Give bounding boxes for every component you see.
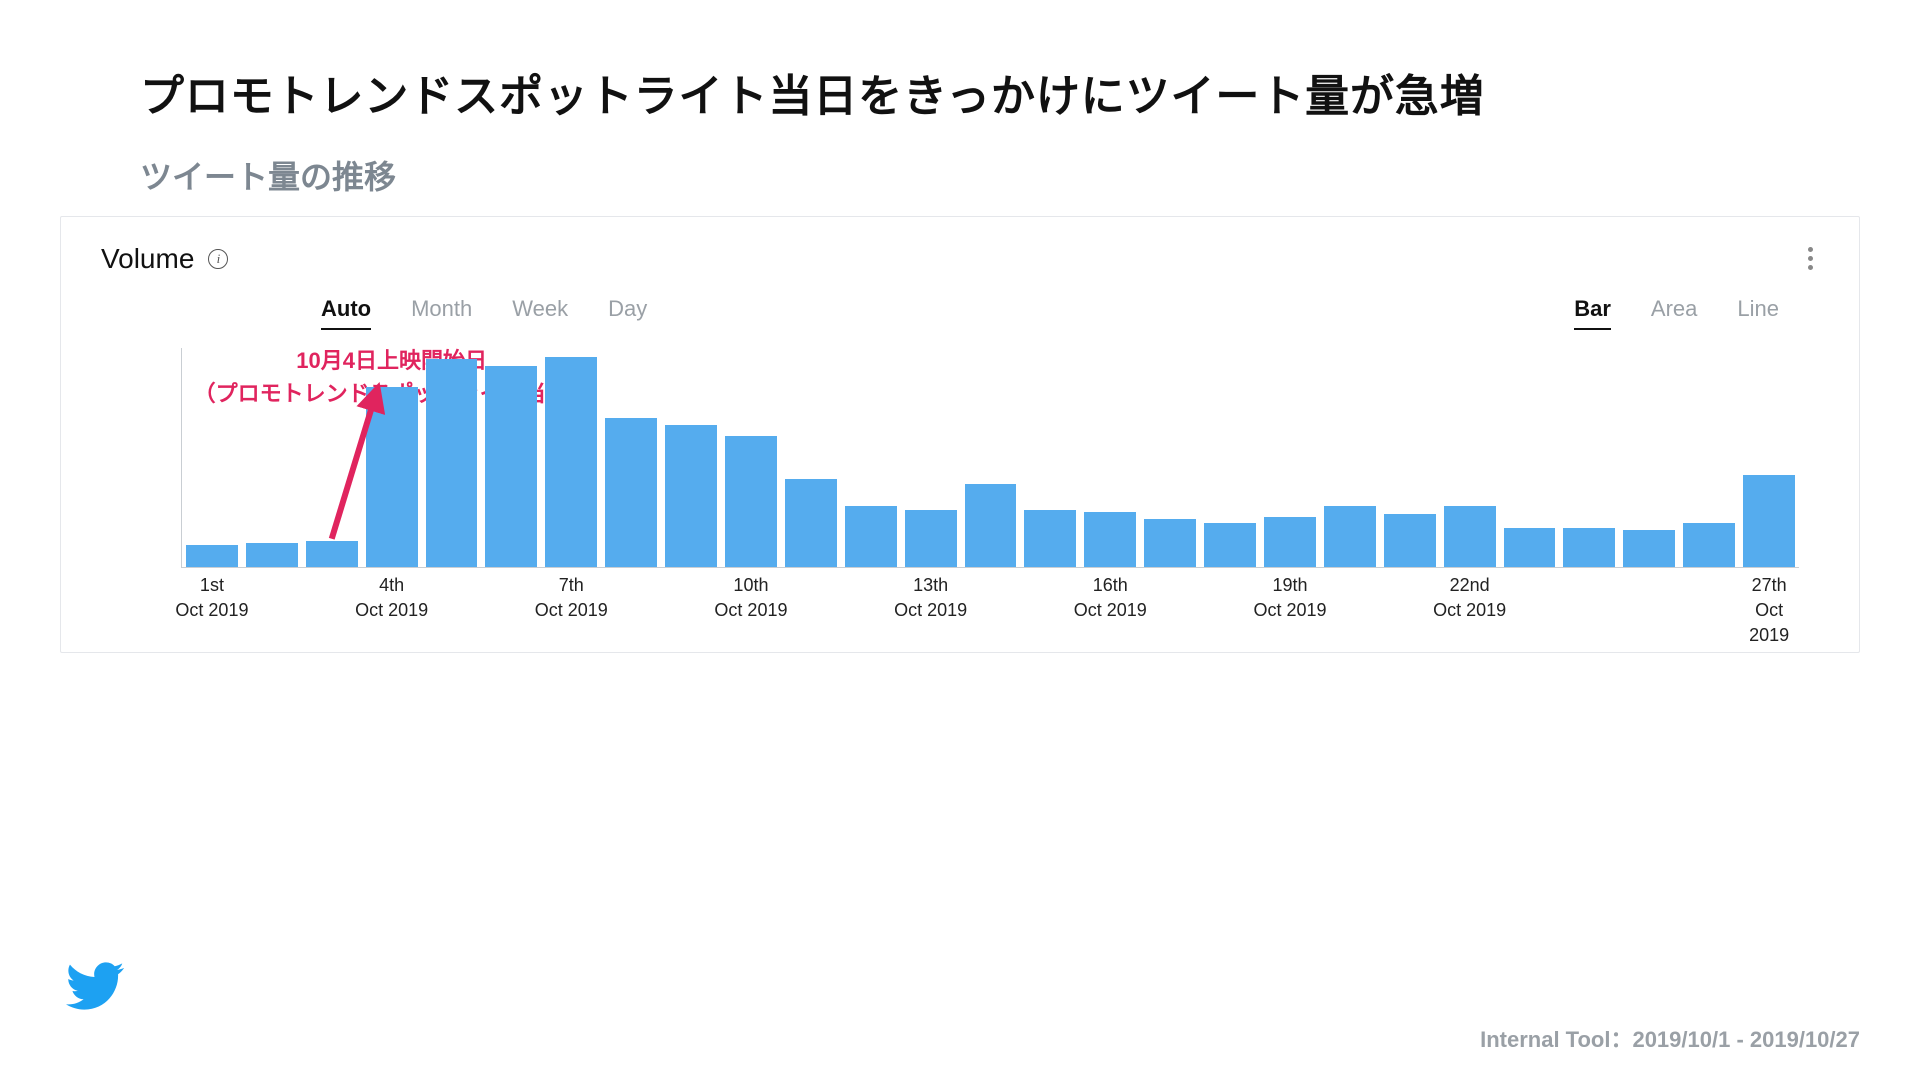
xtick-19th: 19thOct 2019 (1253, 573, 1326, 623)
xtick-1st: 1stOct 2019 (175, 573, 248, 623)
bar-5 (426, 359, 478, 567)
bar-15 (1024, 510, 1076, 567)
bar-chart (181, 348, 1799, 568)
bar-23 (1504, 528, 1556, 567)
slide-title: プロモトレンドスポットライト当日をきっかけにツイート量が急増 (140, 60, 1860, 124)
xtick-13th: 13thOct 2019 (894, 573, 967, 623)
footer-text: Internal Tool：2019/10/1 - 2019/10/27 (1480, 1022, 1860, 1054)
xtick-4th: 4thOct 2019 (355, 573, 428, 623)
bar-3 (306, 541, 358, 567)
bar-6 (485, 366, 537, 567)
bar-27 (1743, 475, 1795, 567)
time-tab-month[interactable]: Month (411, 296, 472, 330)
xtick-7th: 7thOct 2019 (535, 573, 608, 623)
xtick-27th: 27thOct 2019 (1749, 573, 1789, 649)
chart-panel: Volume i Auto Month Week Day Bar Area Line 10… (60, 216, 1860, 653)
type-tab-line[interactable]: Line (1737, 296, 1779, 330)
type-tab-bar[interactable]: Bar (1574, 296, 1611, 330)
bar-9 (665, 425, 717, 567)
bar-10 (725, 436, 777, 567)
time-tab-group: Auto Month Week Day (321, 296, 647, 330)
info-icon[interactable]: i (208, 249, 228, 269)
bar-12 (845, 506, 897, 567)
bar-25 (1623, 530, 1675, 567)
time-tab-day[interactable]: Day (608, 296, 647, 330)
type-tab-area[interactable]: Area (1651, 296, 1697, 330)
chart-wrap: 1stOct 2019 4thOct 2019 7thOct 2019 10thOct… (101, 348, 1819, 628)
bar-4 (366, 387, 418, 567)
bar-7 (545, 357, 597, 567)
bar-13 (905, 510, 957, 567)
xtick-10th: 10thOct 2019 (714, 573, 787, 623)
bar-17 (1144, 519, 1196, 567)
bar-19 (1264, 517, 1316, 567)
type-tab-group: Bar Area Line (1574, 296, 1779, 330)
bar-24 (1563, 528, 1615, 567)
bar-21 (1384, 514, 1436, 567)
slide-subtitle: ツイート量の推移 (140, 152, 1860, 198)
bar-11 (785, 479, 837, 567)
time-tab-auto[interactable]: Auto (321, 296, 371, 330)
bar-2 (246, 543, 298, 567)
time-tab-week[interactable]: Week (512, 296, 568, 330)
xtick-22nd: 22ndOct 2019 (1433, 573, 1506, 623)
more-icon[interactable] (1802, 241, 1819, 276)
bar-18 (1204, 523, 1256, 567)
bar-1 (186, 545, 238, 567)
bar-26 (1683, 523, 1735, 567)
panel-title: Volume (101, 243, 194, 275)
twitter-logo-icon (60, 957, 130, 1020)
x-axis: 1stOct 20194thOct 20197thOct 201910thOct… (181, 573, 1799, 628)
bar-20 (1324, 506, 1376, 567)
bar-22 (1444, 506, 1496, 567)
xtick-16th: 16thOct 2019 (1074, 573, 1147, 623)
bar-16 (1084, 512, 1136, 567)
bar-14 (965, 484, 1017, 567)
bar-8 (605, 418, 657, 567)
